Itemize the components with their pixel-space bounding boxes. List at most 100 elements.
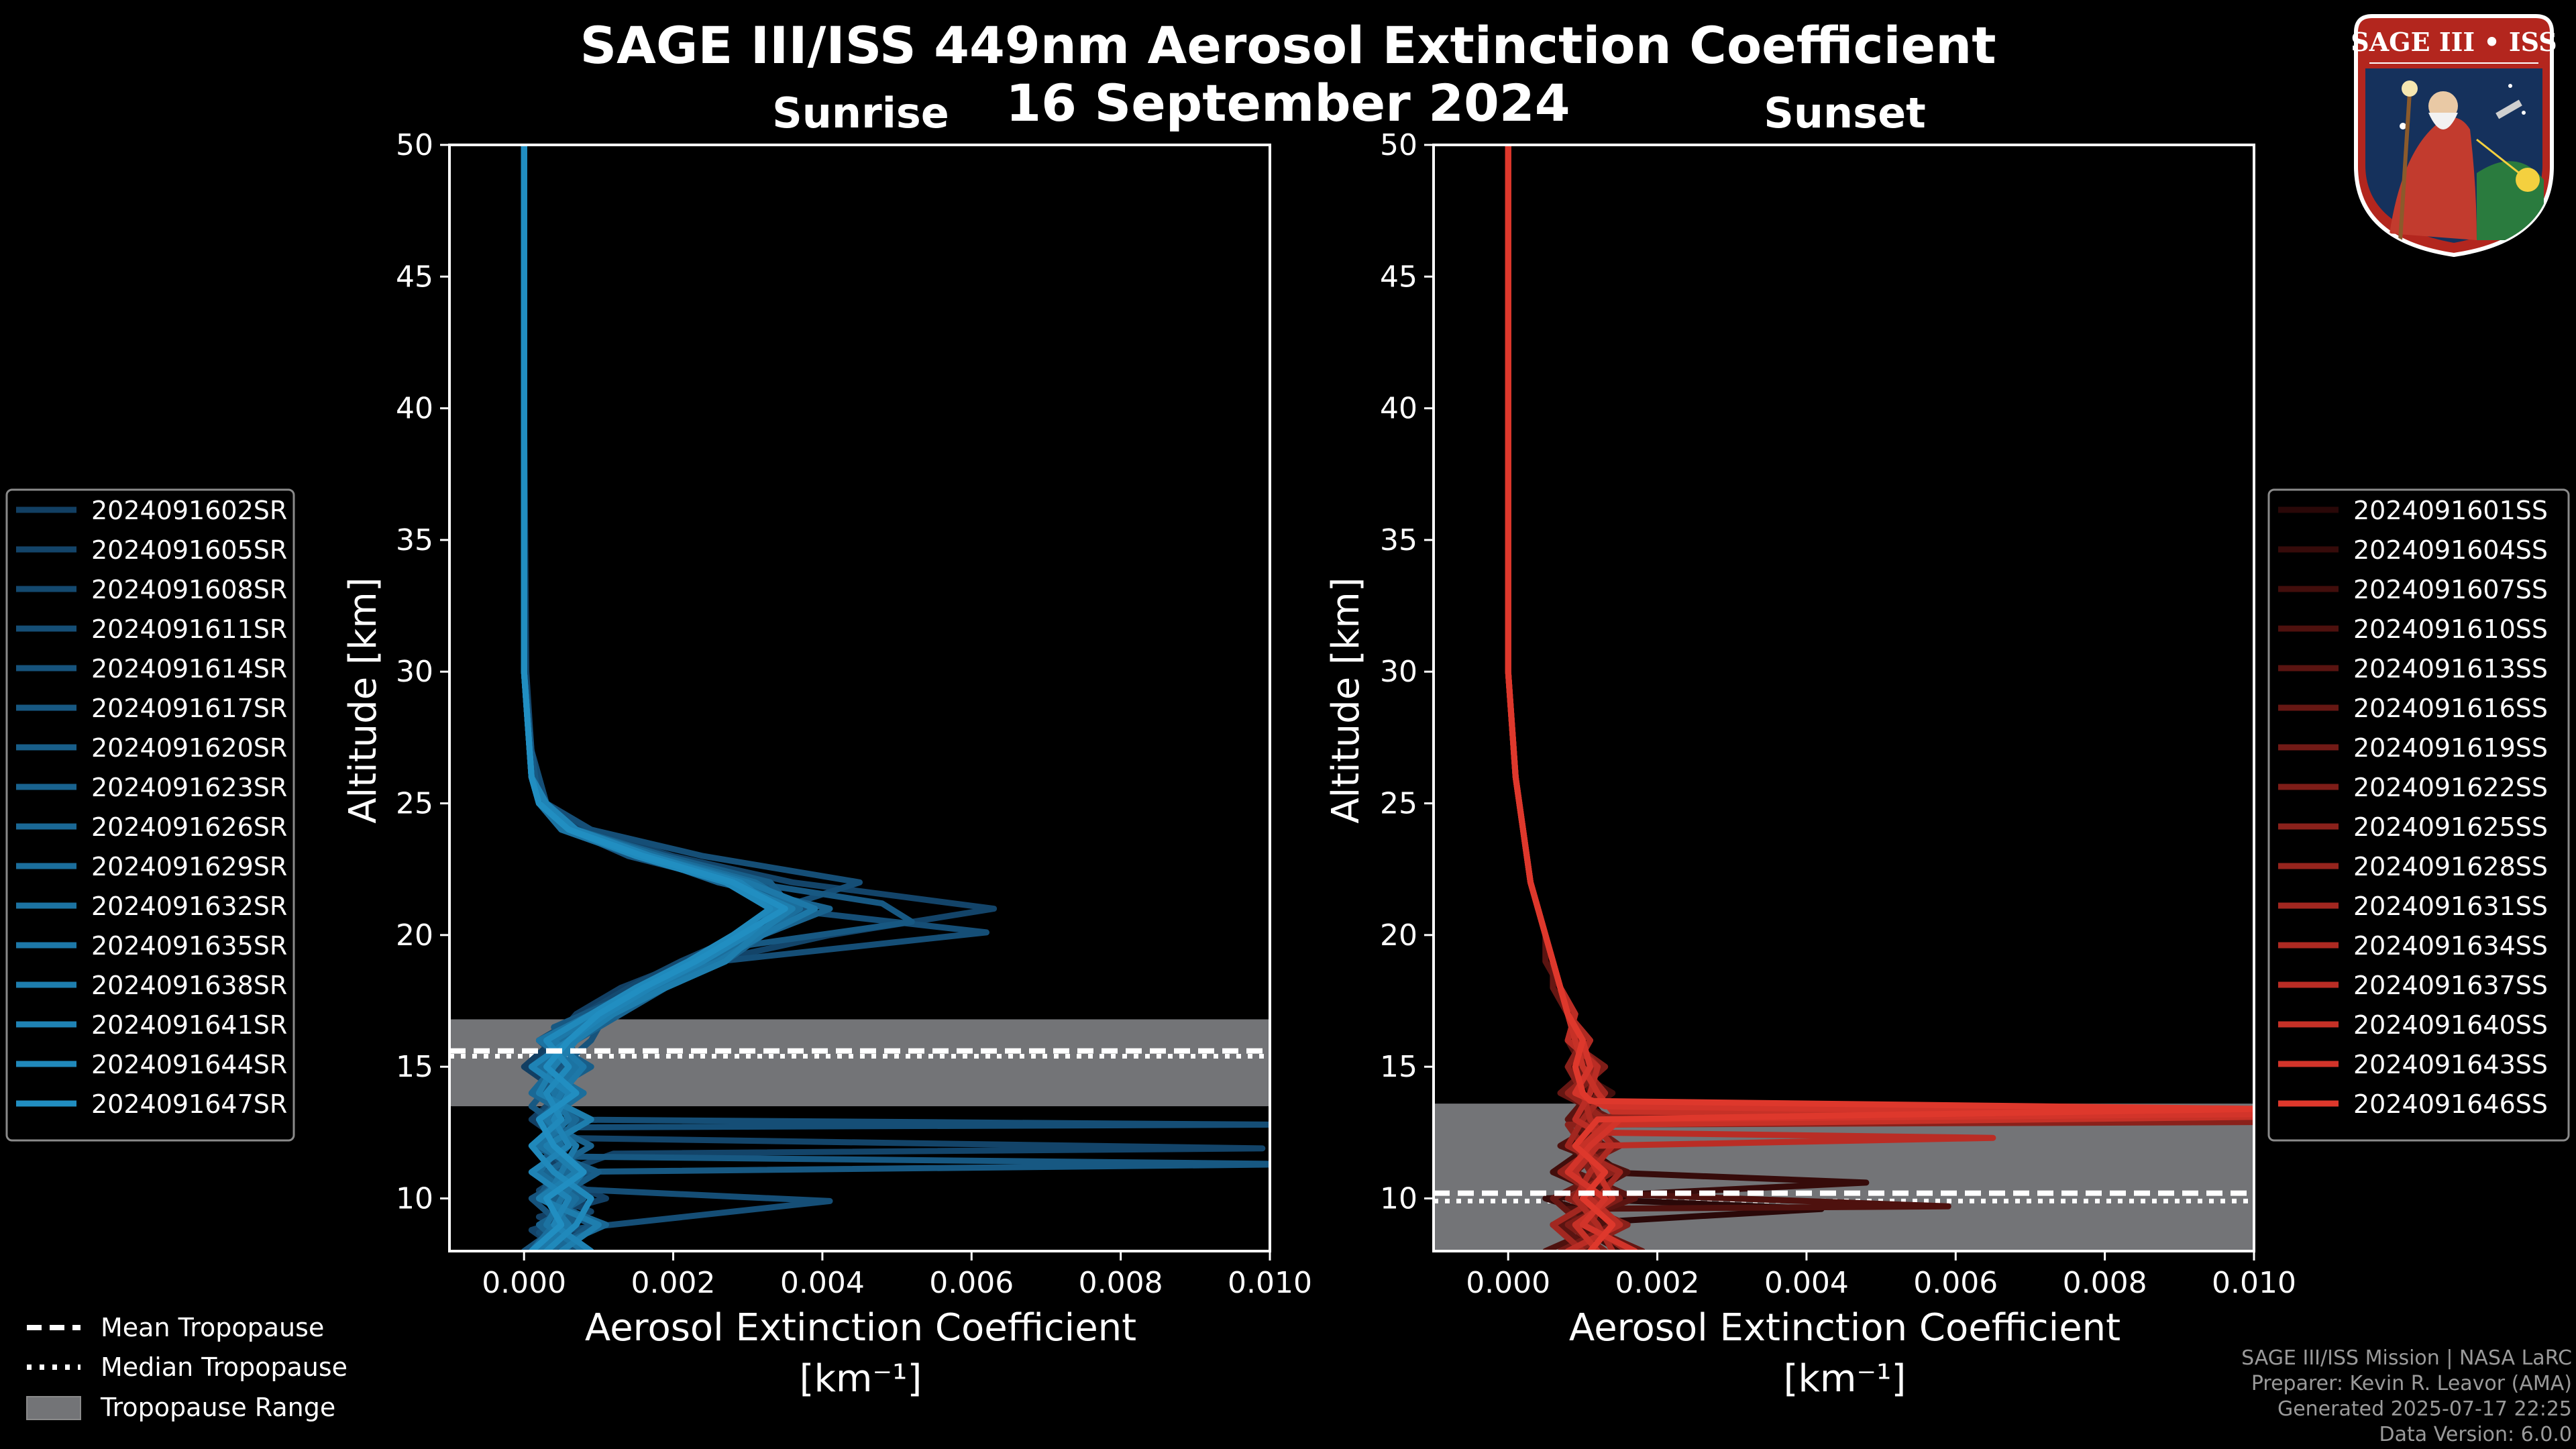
sunrise-y-tick-label: 15: [396, 1050, 433, 1084]
series-line-2024091625SS: [1505, 145, 2254, 1251]
sunset-x-tick-label: 0.006: [1913, 1266, 1998, 1300]
credit-line-version: Data Version: 6.0.0: [2379, 1423, 2572, 1446]
sunrise-y-tick-label: 35: [396, 523, 433, 557]
sunset-x-axis-label: Aerosol Extinction Coefficient: [1569, 1306, 2121, 1350]
sunset-panel-title: Sunset: [1764, 89, 1926, 138]
legend-label-2024091613SS: 2024091613SS: [2353, 654, 2548, 684]
legend-label-2024091629SR: 2024091629SR: [91, 852, 287, 881]
sunset-y-tick-label: 45: [1380, 260, 1417, 294]
sunrise-x-tick-label: 0.008: [1079, 1266, 1163, 1300]
legend-label-2024091608SR: 2024091608SR: [91, 575, 287, 604]
logo-title: SAGE III • ISS: [2351, 27, 2557, 57]
sunset-plot-frame: [1432, 144, 2255, 1252]
legend-label-2024091602SR: 2024091602SR: [91, 496, 287, 525]
sunrise-legend: 2024091602SR 2024091605SR 2024091608SR 2024…: [5, 488, 295, 1142]
sunset-y-tick-label: 30: [1380, 655, 1417, 689]
tropopause-range-label: Tropopause Range: [100, 1393, 335, 1422]
legend-label-2024091611SR: 2024091611SR: [91, 614, 287, 644]
wizard-robe-icon: [2390, 117, 2477, 240]
space-station-icon: [2496, 99, 2522, 119]
sunset-y-tick-label: 50: [1380, 128, 1417, 162]
legend-label-2024091631SS: 2024091631SS: [2353, 892, 2548, 921]
sunset-legend: 2024091601SS 2024091604SS 2024091607SS 2024…: [2267, 488, 2570, 1142]
legend-label-2024091620SR: 2024091620SR: [91, 733, 287, 763]
legend-label-2024091614SR: 2024091614SR: [91, 654, 287, 684]
legend-label-2024091635SR: 2024091635SR: [91, 931, 287, 961]
sunrise-plot-frame: [448, 144, 1271, 1252]
legend-label-2024091601SS: 2024091601SS: [2353, 496, 2548, 525]
sunrise-y-axis-label: Altitude [km]: [341, 577, 385, 823]
sunrise-x-tick-label: 0.006: [929, 1266, 1014, 1300]
legend-label-2024091616SS: 2024091616SS: [2353, 694, 2548, 723]
legend-label-2024091641SR: 2024091641SR: [91, 1010, 287, 1040]
legend-label-2024091623SR: 2024091623SR: [91, 773, 287, 802]
legend-label-2024091647SR: 2024091647SR: [91, 1089, 287, 1119]
sunset-x-tick-label: 0.010: [2212, 1266, 2296, 1300]
legend-label-2024091625SS: 2024091625SS: [2353, 812, 2548, 842]
series-line-2024091601SS: [1505, 145, 1825, 1251]
legend-label-2024091638SR: 2024091638SR: [91, 971, 287, 1000]
series-line-2024091643SS: [1505, 145, 2254, 1251]
sunrise-y-tick-label: 50: [396, 128, 433, 162]
sunrise-legend-frame: [5, 488, 295, 1142]
sunrise-x-tick-label: 0.004: [780, 1266, 865, 1300]
tropopause-legend: Mean Tropopause Median Tropopause Tropop…: [26, 1313, 347, 1422]
sunset-y-tick-label: 10: [1380, 1181, 1417, 1216]
sunset-x-tick-label: 0.008: [2063, 1266, 2147, 1300]
series-line-2024091646SS: [1505, 145, 2254, 1251]
legend-label-2024091607SS: 2024091607SS: [2353, 575, 2548, 604]
series-line-2024091641SR: [521, 145, 781, 1251]
sunrise-panel: Sunrise Altitude [km] Aerosol Extinction…: [341, 89, 1312, 1401]
sunset-y-axis-label: Altitude [km]: [1324, 577, 1368, 823]
sunset-x-axis-unit: [km⁻¹]: [1784, 1357, 1907, 1401]
series-line-2024091640SS: [1505, 145, 2254, 1251]
sunset-panel: Sunset Altitude [km] Aerosol Extinction …: [1324, 89, 2296, 1401]
series-line-2024091607SS: [1505, 145, 1623, 1251]
legend-label-2024091626SR: 2024091626SR: [91, 812, 287, 842]
mean-tropopause-label: Mean Tropopause: [101, 1313, 324, 1342]
sunset-x-tick-label: 0.002: [1615, 1266, 1700, 1300]
figure-title-line1: SAGE III/ISS 449nm Aerosol Extinction Co…: [580, 15, 1996, 75]
sunrise-y-tick-label: 20: [396, 918, 433, 953]
legend-label-2024091617SR: 2024091617SR: [91, 694, 287, 723]
sunset-y-tick-label: 15: [1380, 1050, 1417, 1084]
legend-label-2024091622SS: 2024091622SS: [2353, 773, 2548, 802]
legend-label-2024091610SS: 2024091610SS: [2353, 614, 2548, 644]
sunrise-x-tick-label: 0.002: [631, 1266, 716, 1300]
credit-line-generated: Generated 2025-07-17 22:25: [2277, 1397, 2572, 1421]
legend-label-2024091632SR: 2024091632SR: [91, 892, 287, 921]
sunrise-y-tick-label: 45: [396, 260, 433, 294]
legend-label-2024091637SS: 2024091637SS: [2353, 971, 2548, 1000]
legend-label-2024091646SS: 2024091646SS: [2353, 1089, 2548, 1119]
sunrise-panel-title: Sunrise: [772, 89, 949, 138]
sunset-y-tick-label: 20: [1380, 918, 1417, 953]
series-line-2024091647SR: [521, 145, 788, 1251]
sunset-y-tick-label: 25: [1380, 787, 1417, 821]
credit-line-preparer: Preparer: Kevin R. Leavor (AMA): [2251, 1372, 2572, 1395]
legend-label-2024091640SS: 2024091640SS: [2353, 1010, 2548, 1040]
series-line-2024091604SS: [1505, 145, 1870, 1251]
legend-label-2024091605SR: 2024091605SR: [91, 535, 287, 565]
sunrise-x-tick-label: 0.000: [482, 1266, 566, 1300]
sunrise-y-tick-label: 30: [396, 655, 433, 689]
legend-label-2024091604SS: 2024091604SS: [2353, 535, 2548, 565]
sunrise-y-tick-label: 40: [396, 392, 433, 426]
sunrise-x-tick-label: 0.010: [1228, 1266, 1312, 1300]
legend-label-2024091628SS: 2024091628SS: [2353, 852, 2548, 881]
credits-block: SAGE III/ISS Mission | NASA LaRC Prepare…: [2241, 1346, 2572, 1448]
sunset-y-tick-label: 40: [1380, 392, 1417, 426]
legend-label-2024091644SR: 2024091644SR: [91, 1050, 287, 1079]
legend-label-2024091634SS: 2024091634SS: [2353, 931, 2548, 961]
sunset-y-tick-label: 35: [1380, 523, 1417, 557]
sunrise-y-tick-label: 25: [396, 787, 433, 821]
legend-label-2024091619SS: 2024091619SS: [2353, 733, 2548, 763]
sage-iii-iss-mission-logo: SAGE III • ISS: [2351, 14, 2557, 258]
median-tropopause-label: Median Tropopause: [101, 1352, 347, 1382]
legend-label-2024091643SS: 2024091643SS: [2353, 1050, 2548, 1079]
sunset-x-tick-label: 0.004: [1764, 1266, 1849, 1300]
sunrise-x-axis-label: Aerosol Extinction Coefficient: [585, 1306, 1136, 1350]
figure-title-line2: 16 September 2024: [1006, 73, 1570, 133]
sunrise-y-tick-label: 10: [396, 1181, 433, 1216]
tropopause-range-swatch: [26, 1396, 81, 1420]
